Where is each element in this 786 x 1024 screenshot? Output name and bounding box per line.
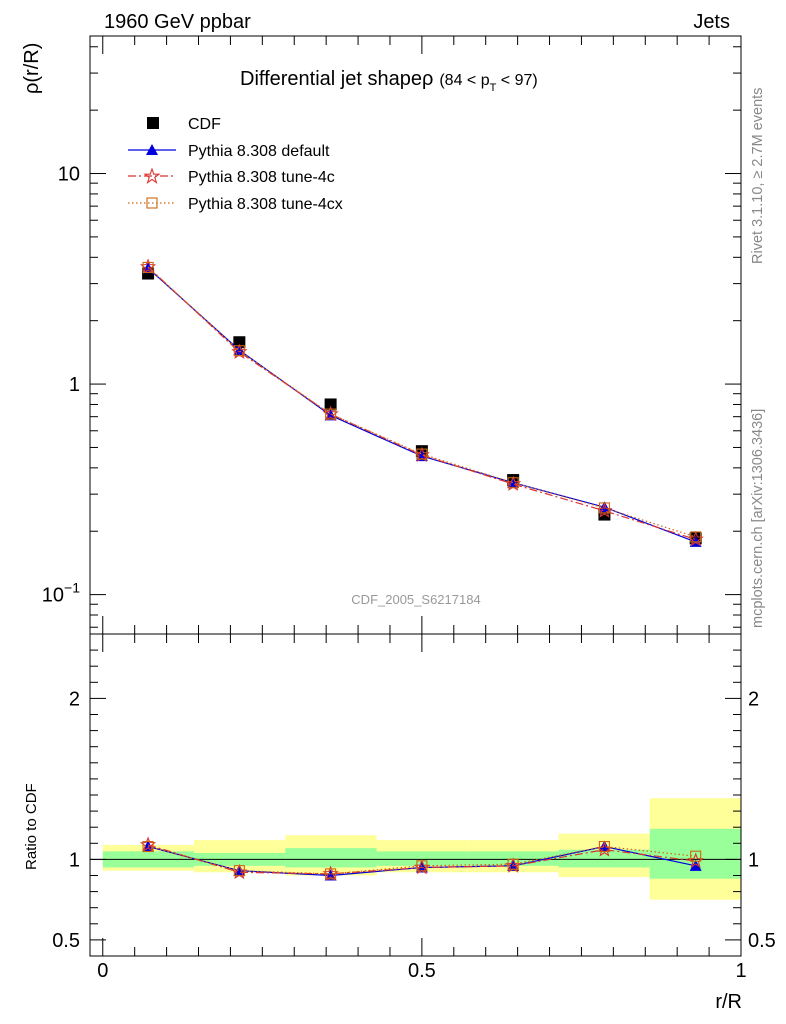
ratio-plot-area: 0.5 0.51 12 20 0.5 1: [52, 633, 776, 982]
legend-label: Pythia 8.308 tune-4c: [188, 169, 335, 186]
series-pythia-8-308-default: [142, 262, 702, 547]
y-tick-label: 10: [58, 164, 80, 186]
series-line: [147, 845, 696, 875]
series-line: [147, 267, 696, 543]
y-tick-label: 10−1: [42, 580, 80, 607]
ratio-y-label: Ratio to CDF: [23, 783, 40, 870]
legend-marker-square: [147, 117, 159, 129]
data-point-triangle: [598, 840, 611, 852]
data-point-open-square: [142, 261, 154, 274]
main-panel: 10−1 1 10: [42, 35, 742, 635]
data-point-open-square: [690, 531, 702, 543]
data-point-open-square: [598, 502, 610, 514]
series-pythia-8-308-tune-4cx: [142, 840, 702, 880]
x-tick-label: 0: [97, 960, 108, 982]
series-pythia-8-308-tune-4c: [139, 258, 704, 547]
legend-entry-cdf: CDF: [147, 116, 221, 133]
legend: CDF Pythia 8.308 default Pythia 8.308 tu…: [128, 116, 343, 213]
data-point-open-square: [233, 865, 245, 877]
data-point-open-square: [142, 840, 154, 853]
data-point-open-square: [507, 858, 519, 870]
x-tick-label: 1: [735, 960, 746, 982]
series-line: [147, 267, 696, 538]
ratio-y-tick-label-left: 2: [69, 688, 80, 710]
series-line: [147, 844, 696, 875]
ratio-y-tick-label-right: 0.5: [748, 930, 776, 952]
y-tick-label: 1: [69, 374, 80, 396]
data-point-open-square: [416, 448, 428, 460]
data-point-open-square: [233, 345, 245, 357]
data-point-open-square: [507, 477, 519, 489]
series-line: [147, 266, 696, 540]
ratio-y-tick-label-left: 0.5: [52, 930, 80, 952]
ratio-y-tick-label-right: 2: [748, 688, 759, 710]
data-point-triangle: [598, 501, 611, 513]
legend-label: Pythia 8.308 default: [188, 143, 330, 160]
series-cdf: [142, 267, 702, 545]
legend-entry-pythia-default: Pythia 8.308 default: [128, 143, 330, 160]
data-point-triangle: [689, 859, 702, 871]
x-tick-label: 0.5: [408, 960, 436, 982]
ratio-panel-frame: [89, 633, 742, 957]
ratio-y-tick-label-left: 1: [69, 849, 80, 871]
data-point-triangle: [324, 869, 337, 881]
data-point-triangle: [142, 840, 155, 852]
data-point-open-square: [416, 860, 428, 872]
legend-marker-triangle: [146, 144, 158, 155]
ratio-y-tick-label-right: 1: [748, 849, 759, 871]
x-axis-label: r/R: [715, 991, 742, 1013]
data-point-open-square: [690, 850, 702, 862]
main-plot-area: 10−1 1 10: [42, 36, 742, 634]
legend-label: Pythia 8.308 tune-4cx: [188, 196, 343, 213]
rivet-label: Rivet 3.1.10, ≥ 2.7M events: [750, 88, 766, 264]
data-point-square: [324, 398, 337, 411]
header-energy: 1960 GeV ppbar: [104, 11, 251, 33]
legend-entry-pythia-tune-4c: Pythia 8.308 tune-4c: [128, 167, 335, 186]
main-y-label: ρ(r/R): [21, 43, 43, 94]
legend-entry-pythia-tune-4cx: Pythia 8.308 tune-4cx: [128, 196, 343, 213]
uncertainty-band-inner: [376, 851, 468, 866]
legend-marker-open-square: [146, 197, 158, 209]
ratio-panel: 0.5 0.51 12 20 0.5 1: [52, 633, 776, 982]
data-point-open-square: [325, 408, 337, 420]
data-point-open-square: [325, 868, 337, 880]
legend-label: CDF: [188, 116, 221, 133]
header-process: Jets: [693, 11, 730, 33]
legend-marker-star: [143, 167, 161, 185]
analysis-watermark: CDF_2005_S6217184: [351, 592, 480, 607]
mcplots-label: mcplots.cern.ch [arXiv:1306.3436]: [750, 409, 766, 628]
plot-title: Differential jet shapeρ (84 < pT < 97): [240, 68, 538, 94]
data-point-open-square: [598, 840, 610, 853]
uncertainty-band-inner: [285, 848, 377, 868]
series-pythia-8-308-tune-4cx: [142, 261, 702, 543]
